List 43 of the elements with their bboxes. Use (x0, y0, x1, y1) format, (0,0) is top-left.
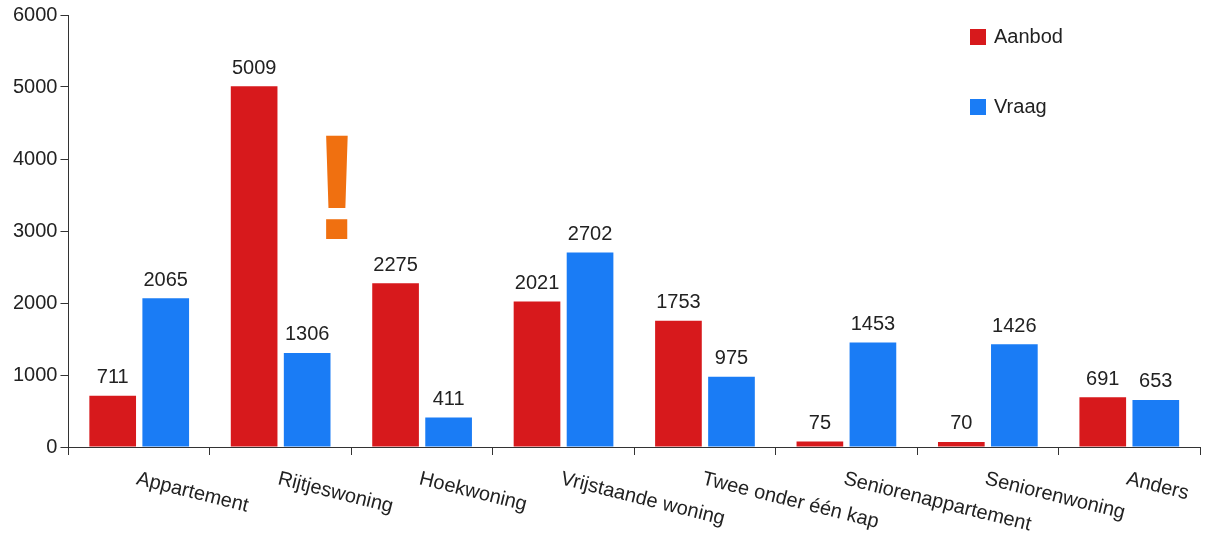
bar (372, 283, 419, 447)
bar (1132, 399, 1180, 447)
y-tick-label: 4000 (12, 146, 58, 169)
bar (991, 344, 1038, 447)
data-label: 70 (950, 411, 973, 434)
bar (283, 352, 331, 447)
bar (89, 395, 137, 447)
legend-label: Vraag (994, 94, 1047, 117)
data-label: 653 (1139, 369, 1173, 392)
data-label: 711 (96, 365, 129, 388)
data-label: 2021 (514, 271, 560, 293)
bar (513, 301, 561, 447)
x-tick-label: Anders (1124, 466, 1192, 504)
data-label: 2702 (567, 221, 613, 244)
data-label: 975 (714, 346, 749, 369)
data-label: 2275 (373, 252, 418, 275)
bar (937, 441, 985, 447)
bar (230, 86, 278, 447)
bar (1079, 397, 1127, 447)
data-label: 1453 (850, 311, 896, 334)
data-label: 5009 (231, 55, 277, 78)
y-tick-label: 1000 (12, 362, 58, 385)
data-label: 1426 (992, 313, 1037, 336)
data-label: 1753 (656, 290, 701, 313)
bar (142, 298, 190, 447)
data-label: 691 (1086, 366, 1120, 389)
y-tick-label: 5000 (12, 74, 58, 97)
y-tick-label: 2000 (12, 290, 58, 313)
bar (566, 252, 614, 447)
bar (425, 417, 472, 447)
y-tick-label: 6000 (12, 2, 58, 25)
data-label: 75 (808, 411, 832, 434)
annotation: ! (312, 103, 362, 271)
y-tick-label: 3000 (12, 218, 58, 241)
bar (849, 342, 897, 447)
y-tick-label: 0 (46, 434, 58, 457)
bar (708, 376, 755, 447)
legend-label: Aanbod (994, 24, 1063, 47)
data-label: 411 (432, 386, 465, 409)
data-label: 1306 (284, 322, 330, 345)
data-label: 2065 (143, 267, 188, 290)
bar (655, 320, 702, 447)
bar (796, 441, 844, 447)
